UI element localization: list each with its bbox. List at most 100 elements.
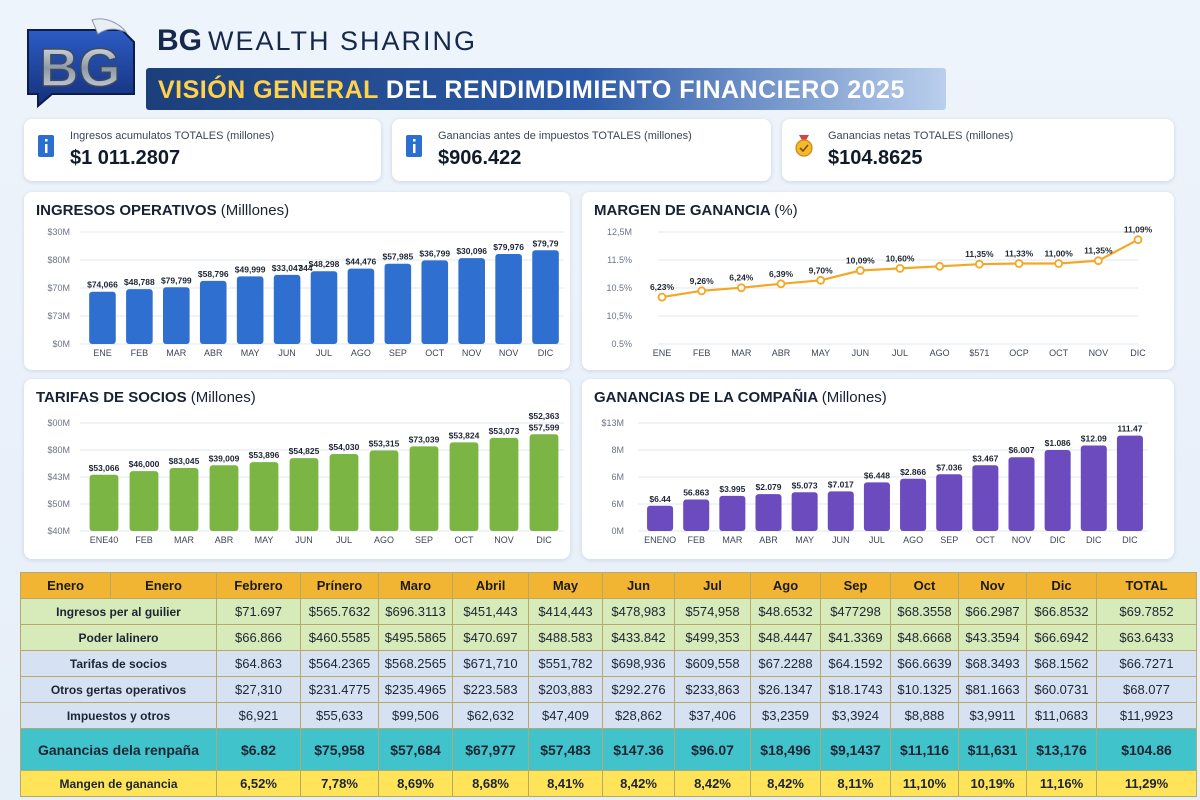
data-label: 6,24% <box>729 273 754 283</box>
table-cell: 8,42% <box>602 770 675 797</box>
y-tick-label: $50M <box>47 499 70 509</box>
medal-icon <box>795 135 813 157</box>
table-cell: $292.276 <box>602 676 675 703</box>
table-cell: $68.3558 <box>890 598 959 625</box>
table-cell: 8,11% <box>820 770 891 797</box>
x-tick-label: ABR <box>772 348 791 358</box>
data-label: $36,799 <box>419 248 450 258</box>
table-cell: $68.3493 <box>958 650 1027 677</box>
data-label: 344 <box>298 263 312 273</box>
bar <box>863 482 890 531</box>
table-cell: $75,958 <box>300 728 379 771</box>
data-label: $53,315 <box>369 438 400 448</box>
data-point <box>974 259 984 269</box>
data-label: $73,039 <box>409 434 440 444</box>
bar <box>1116 435 1143 531</box>
table-cell: $37,406 <box>674 702 751 729</box>
chart-tarifas: $40M $50M $43M $80M $00M $53,066 ENE40 $46,000 F… <box>47 411 564 545</box>
data-label: 11,35% <box>1084 246 1113 256</box>
table-row: Otros gertas operativos $27,310 $231.4775 $… <box>20 676 1197 703</box>
data-label: $57,599 <box>529 422 560 432</box>
data-label: $6.44 <box>649 494 671 504</box>
brand-name: BG WEALTH SHARING <box>157 24 477 58</box>
kpi-label: Ganancias netas TOTALES (millones) <box>828 130 1014 142</box>
table-cell: $66.6639 <box>890 650 959 677</box>
data-label: 111.47 <box>1117 424 1142 434</box>
data-point <box>1054 259 1064 268</box>
bar <box>449 442 479 531</box>
data-label: $5.073 <box>792 480 818 490</box>
x-tick-label: AGO <box>903 535 923 545</box>
table-cell: 8,41% <box>528 770 603 797</box>
bar <box>489 437 519 531</box>
brand-rest: WEALTH SHARING <box>208 26 478 56</box>
bar <box>827 491 854 531</box>
table-cell: $3,3924 <box>820 702 891 729</box>
table-cell: $11,0683 <box>1026 702 1097 729</box>
table-cell: $564.2365 <box>300 650 379 677</box>
bar <box>163 287 190 344</box>
chart-title: TARIFAS DE SOCIOS (Millones) <box>36 389 256 406</box>
y-tick-label: $73M <box>47 311 70 321</box>
bar <box>1008 457 1035 531</box>
y-tick-label: $00M <box>47 418 70 428</box>
table-header-cell: Ago <box>750 572 821 599</box>
data-label: $83,045 <box>169 456 200 466</box>
kpi-value: $104.8625 <box>828 147 923 169</box>
bar <box>683 499 710 531</box>
table-cell: $671,710 <box>452 650 529 677</box>
x-tick-label: NOV <box>1089 348 1109 358</box>
table-cell: $460.5585 <box>300 624 379 651</box>
kpi-card-ingresos: Ingresos acumulatos TOTALES (millones) $… <box>24 119 381 181</box>
data-label: $48,788 <box>124 277 155 287</box>
data-label: $49,999 <box>235 264 266 274</box>
table-cell: 11,29% <box>1096 770 1197 797</box>
chart-card-margen: MARGEN DE GANANCIA (%) 0.5% 10,5% 10.5% 11.… <box>582 192 1174 370</box>
x-tick-label: MAR <box>722 535 743 545</box>
bg-logo: BG <box>27 18 135 108</box>
y-tick-label: $70M <box>47 283 70 293</box>
table-cell: 11,10% <box>890 770 959 797</box>
table-cell: $60.0731 <box>1026 676 1097 703</box>
x-tick-label: FEB <box>135 535 153 545</box>
table-cell: $48.6668 <box>890 624 959 651</box>
data-label: 9,70% <box>809 265 834 275</box>
logo-text: BG <box>40 38 121 98</box>
table-row: Poder lalinero $66.866 $460.5585 $495.5865 $… <box>20 624 1197 651</box>
bar <box>126 289 153 344</box>
table-cell: $62,632 <box>452 702 529 729</box>
table-cell: $66.866 <box>216 624 301 651</box>
x-tick-label: MAY <box>795 535 814 545</box>
x-tick-label: NOV <box>494 535 514 545</box>
bar <box>719 495 746 531</box>
x-tick-label: ENENO <box>644 535 676 545</box>
x-tick-label: OCT <box>1049 348 1069 358</box>
data-label: $2.866 <box>900 467 926 477</box>
bar <box>199 280 227 344</box>
data-point <box>697 286 707 296</box>
x-tick-label: DIC <box>1086 535 1102 545</box>
table-header-cell: Prínero <box>300 572 379 599</box>
table-cell: $488.583 <box>528 624 603 651</box>
bar <box>409 446 439 531</box>
table-header-cell: Enero <box>20 572 111 599</box>
bar <box>972 465 999 531</box>
x-tick-label: AGO <box>351 348 371 358</box>
data-label: $33,047 <box>272 263 303 273</box>
table-cell: 10,19% <box>958 770 1027 797</box>
y-tick-label: $0M <box>52 339 70 349</box>
table-cell: $10.1325 <box>890 676 959 703</box>
table-header-cell: Dic <box>1026 572 1097 599</box>
table-cell: 11,16% <box>1026 770 1097 797</box>
bar <box>1080 445 1107 531</box>
table-cell: $495.5865 <box>378 624 453 651</box>
table-cell: $47,409 <box>528 702 603 729</box>
data-label: 9,26% <box>690 276 715 286</box>
kpi-value: $1 011.2807 <box>70 147 181 169</box>
table-cell: $565.7632 <box>300 598 379 625</box>
table-cell: $11,116 <box>890 728 959 771</box>
bar <box>936 474 963 531</box>
table-cell: $6,921 <box>216 702 301 729</box>
table-cell: $203,883 <box>528 676 603 703</box>
data-label: 11,09% <box>1124 225 1153 235</box>
